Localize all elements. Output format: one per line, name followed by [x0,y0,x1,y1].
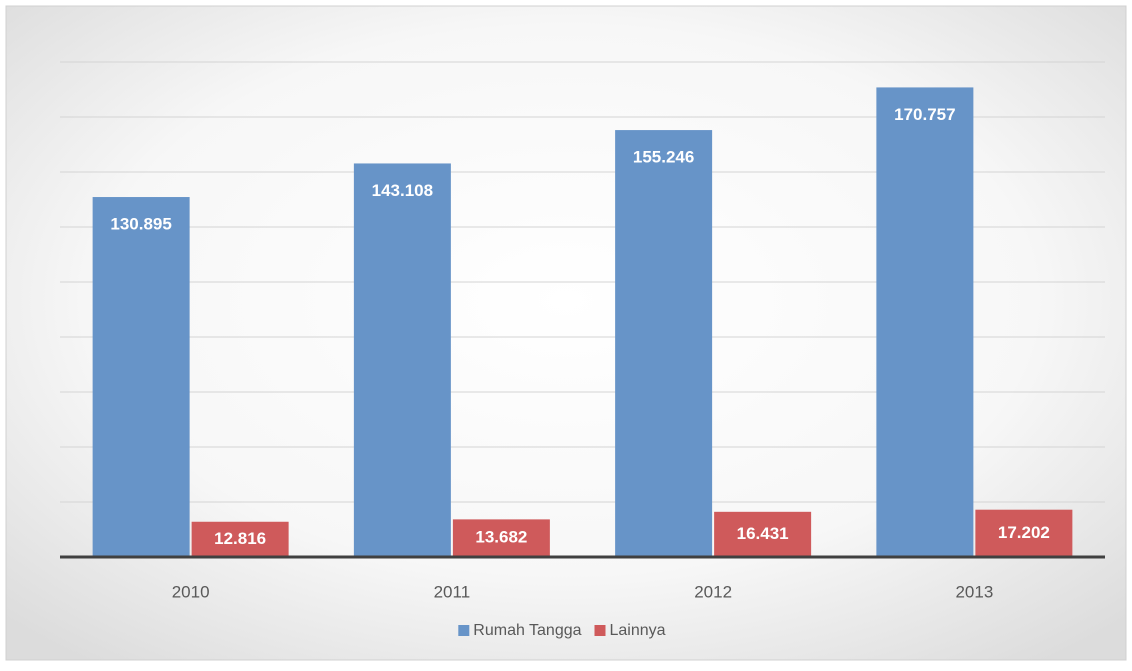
x-tick-label: 2013 [955,582,993,601]
bar [975,509,1073,557]
data-label: 170.757 [894,105,955,124]
x-tick-label: 2012 [694,582,732,601]
bar [191,521,289,557]
bar [92,197,190,557]
bar [452,519,550,557]
legend-swatch [458,625,470,636]
x-tick-label: 2010 [172,582,210,601]
x-tick-label: 2011 [434,582,471,601]
data-label: 12.816 [214,529,266,548]
data-label: 13.682 [475,528,527,547]
bar [615,130,713,558]
data-label: 143.108 [372,181,433,200]
bar [353,163,451,557]
legend-label: Rumah Tangga [473,622,581,639]
data-label: 17.202 [998,523,1050,542]
bar [876,87,974,558]
legend-label: Lainnya [610,622,666,639]
legend-swatch [594,625,606,636]
data-label: 155.246 [633,148,694,167]
data-label: 16.431 [737,524,789,543]
data-label: 130.895 [110,215,171,234]
bar [714,511,812,557]
